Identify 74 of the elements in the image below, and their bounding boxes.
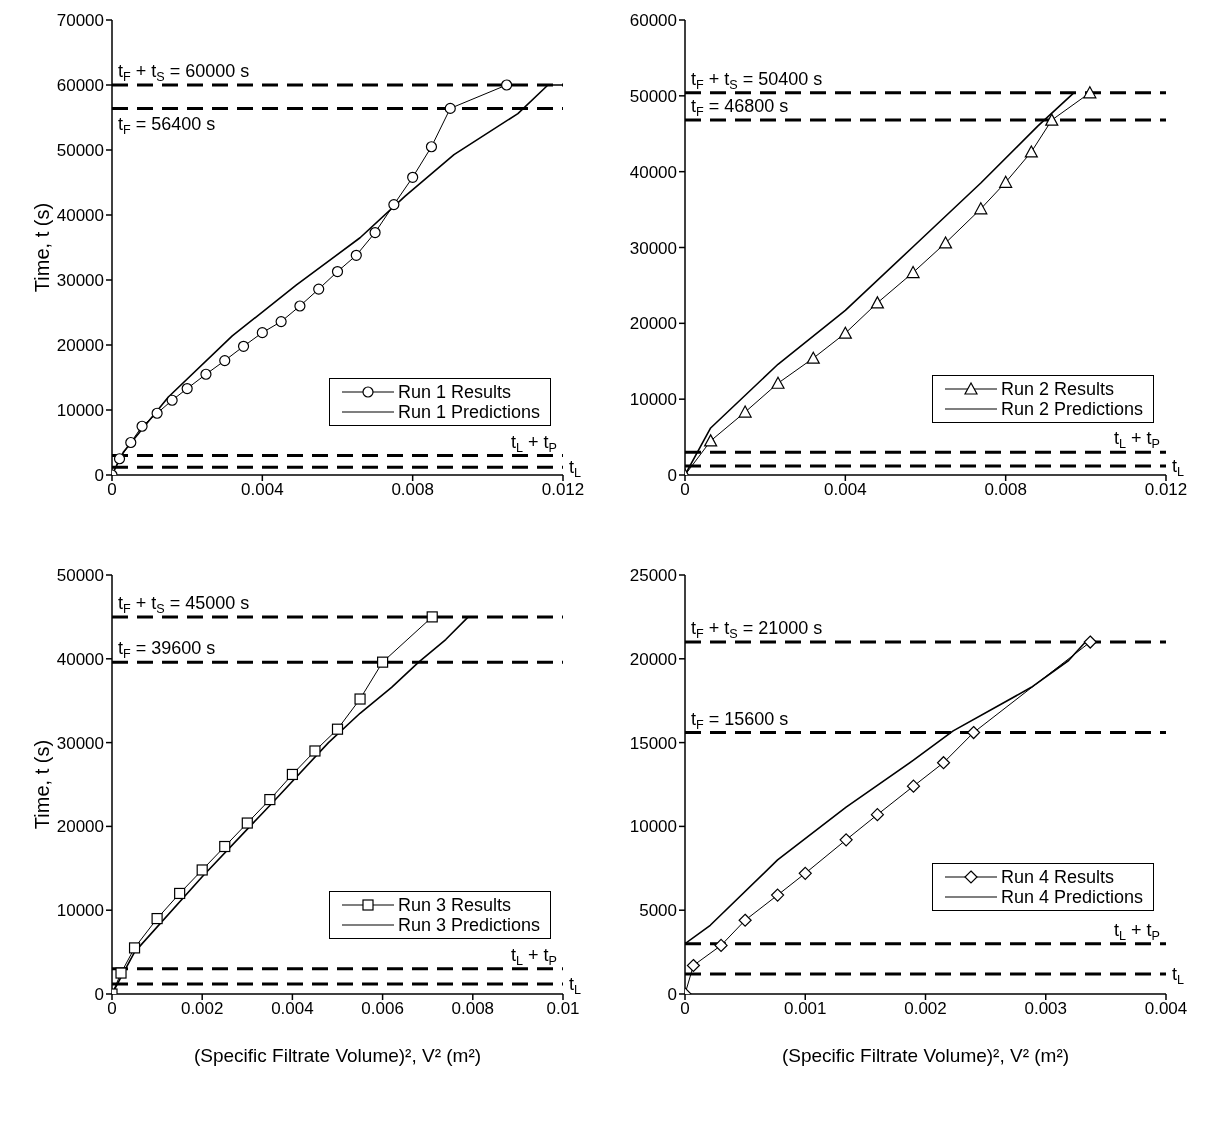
y-tick-label: 0 [94, 985, 104, 1005]
x-tick-label: 0 [680, 480, 690, 500]
y-tick-label: 40000 [56, 649, 104, 669]
x-tick-label: 0.01 [546, 999, 580, 1019]
y-axis-title: Time, t (s) [31, 739, 54, 830]
legend-label: Run 2 Predictions [1000, 398, 1143, 419]
y-tick-label: 15000 [629, 733, 677, 753]
y-tick-label: 10000 [56, 401, 104, 421]
x-tick-label: 0.012 [541, 480, 585, 500]
x-tick-label: 0.004 [271, 999, 314, 1019]
y-tick-label: 20000 [56, 817, 104, 837]
ref-line-label: t$_{F}$ = 15600 s [691, 708, 789, 732]
y-tick-label: 30000 [629, 238, 677, 258]
y-tick-label: 10000 [629, 390, 677, 410]
y-tick-label: 30000 [56, 733, 104, 753]
ref-line-label: t$_{L}$ [569, 457, 582, 481]
y-tick-label: 10000 [629, 817, 677, 837]
x-axis-title: (Specific Filtrate Volume)², V² (m²) [781, 1045, 1070, 1066]
ref-line-label: t$_{L}$ [1172, 963, 1185, 987]
ref-line-label: t$_{F}$ + t$_{S}$ = 60000 s [118, 61, 250, 84]
x-tick-label: 0 [680, 999, 690, 1019]
y-tick-label: 70000 [56, 11, 104, 31]
ref-line-label: t$_{F}$ = 46800 s [691, 96, 789, 119]
x-tick-label: 0.002 [904, 999, 947, 1019]
x-tick-label: 0.003 [1024, 999, 1068, 1019]
x-tick-label: 0.012 [1144, 480, 1188, 500]
x-tick-label: 0.008 [451, 999, 495, 1019]
legend-label: Run 3 Results [397, 894, 511, 915]
legend-label: Run 4 Predictions [1000, 886, 1143, 907]
x-tick-label: 0 [107, 480, 117, 500]
x-tick-label: 0.004 [824, 480, 867, 500]
y-tick-label: 50000 [629, 86, 677, 106]
ref-line-label: t$_{L}$ + t$_{P}$ [1114, 919, 1160, 943]
y-tick-label: 50000 [56, 141, 104, 161]
x-tick-label: 0.004 [1144, 999, 1188, 1019]
x-tick-label: 0.008 [984, 480, 1027, 500]
x-tick-label: 0.002 [180, 999, 224, 1019]
x-tick-label: 0.004 [241, 480, 284, 500]
y-tick-label: 0 [94, 466, 104, 486]
y-tick-label: 0 [667, 466, 677, 486]
ref-line-label: t$_{L}$ + t$_{P}$ [1114, 428, 1160, 452]
y-tick-label: 40000 [629, 162, 677, 182]
legend-label: Run 3 Predictions [397, 914, 540, 935]
legend-label: Run 2 Results [1000, 378, 1114, 399]
y-tick-label: 20000 [629, 649, 677, 669]
ref-line-label: t$_{F}$ + t$_{S}$ = 45000 s [118, 592, 250, 616]
y-tick-label: 0 [667, 985, 677, 1005]
y-tick-label: 25000 [629, 566, 677, 586]
legend-label: Run 1 Results [397, 382, 511, 403]
y-tick-label: 20000 [56, 336, 104, 356]
ref-line-label: t$_{L}$ + t$_{P}$ [511, 944, 557, 968]
x-axis-title: (Specific Filtrate Volume)², V² (m²) [193, 1045, 482, 1066]
ref-line-label: t$_{L}$ + t$_{P}$ [511, 431, 557, 455]
y-tick-label: 10000 [56, 901, 104, 921]
ref-line-label: t$_{L}$ [569, 973, 582, 997]
y-tick-label: 5000 [639, 901, 677, 921]
x-tick-label: 0.001 [783, 999, 827, 1019]
y-axis-title: Time, t (s) [31, 202, 54, 293]
x-tick-label: 0 [107, 999, 117, 1019]
y-tick-label: 30000 [56, 271, 104, 291]
ref-line-label: t$_{F}$ + t$_{S}$ = 21000 s [691, 618, 823, 641]
ref-line-label: t$_{L}$ [1172, 455, 1185, 479]
y-tick-label: 60000 [56, 76, 104, 96]
x-tick-label: 0.008 [391, 480, 434, 500]
legend-label: Run 4 Results [1000, 866, 1114, 887]
y-tick-label: 60000 [629, 11, 677, 31]
ref-line-label: t$_{F}$ + t$_{S}$ = 50400 s [691, 68, 823, 92]
y-tick-label: 20000 [629, 314, 677, 334]
ref-line-label: t$_{F}$ = 39600 s [118, 638, 216, 662]
legend-label: Run 1 Predictions [397, 402, 540, 423]
ref-line-label: t$_{F}$ = 56400 s [118, 114, 216, 138]
x-tick-label: 0.006 [361, 999, 404, 1019]
y-tick-label: 50000 [56, 566, 104, 586]
y-tick-label: 40000 [56, 206, 104, 226]
